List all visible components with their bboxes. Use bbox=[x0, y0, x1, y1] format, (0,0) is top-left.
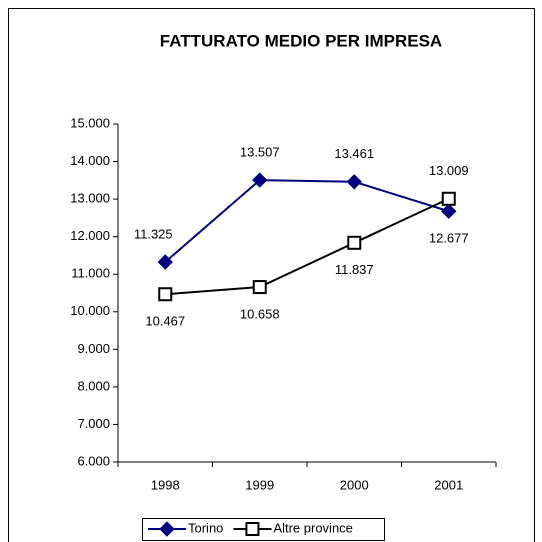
legend-marker bbox=[245, 522, 260, 536]
point bbox=[346, 174, 362, 190]
y-tick-label: 8.000 bbox=[77, 378, 110, 393]
x-tick-label: 2000 bbox=[340, 477, 369, 492]
y-tick-label: 14.000 bbox=[70, 153, 110, 168]
line bbox=[164, 179, 450, 263]
legend-label: Altre province bbox=[273, 520, 352, 535]
data-label: 11.837 bbox=[335, 262, 374, 277]
legend-label: Torino bbox=[188, 520, 223, 535]
legend-marker bbox=[159, 521, 175, 537]
data-label: 12.677 bbox=[429, 231, 469, 246]
y-tick-label: 12.000 bbox=[70, 228, 110, 243]
x-tick-label: 1998 bbox=[151, 477, 180, 492]
data-label: 10.658 bbox=[240, 307, 280, 322]
y-tick-label: 7.000 bbox=[77, 416, 110, 431]
y-tick-label: 10.000 bbox=[70, 303, 110, 318]
data-label: 13.009 bbox=[429, 163, 469, 178]
point bbox=[157, 254, 173, 270]
x-tick-label: 1999 bbox=[245, 477, 274, 492]
data-label: 13.461 bbox=[334, 146, 374, 161]
y-tick-label: 13.000 bbox=[70, 191, 110, 206]
point bbox=[158, 287, 173, 302]
point bbox=[347, 235, 362, 250]
point bbox=[441, 203, 457, 219]
y-tick-label: 11.000 bbox=[71, 266, 110, 281]
chart-frame bbox=[8, 8, 535, 542]
point bbox=[252, 172, 268, 188]
data-label: 13.507 bbox=[240, 145, 280, 160]
data-label: 11.325 bbox=[134, 226, 173, 241]
y-tick-label: 6.000 bbox=[77, 453, 110, 468]
y-tick-label: 9.000 bbox=[77, 341, 110, 356]
point bbox=[441, 191, 456, 206]
data-label: 10.467 bbox=[145, 314, 185, 329]
x-tick-label: 2001 bbox=[434, 477, 463, 492]
chart-title: FATTURATO MEDIO PER IMPRESA bbox=[160, 31, 442, 50]
y-tick-label: 15.000 bbox=[70, 115, 110, 130]
point bbox=[252, 280, 267, 295]
line bbox=[165, 197, 450, 296]
